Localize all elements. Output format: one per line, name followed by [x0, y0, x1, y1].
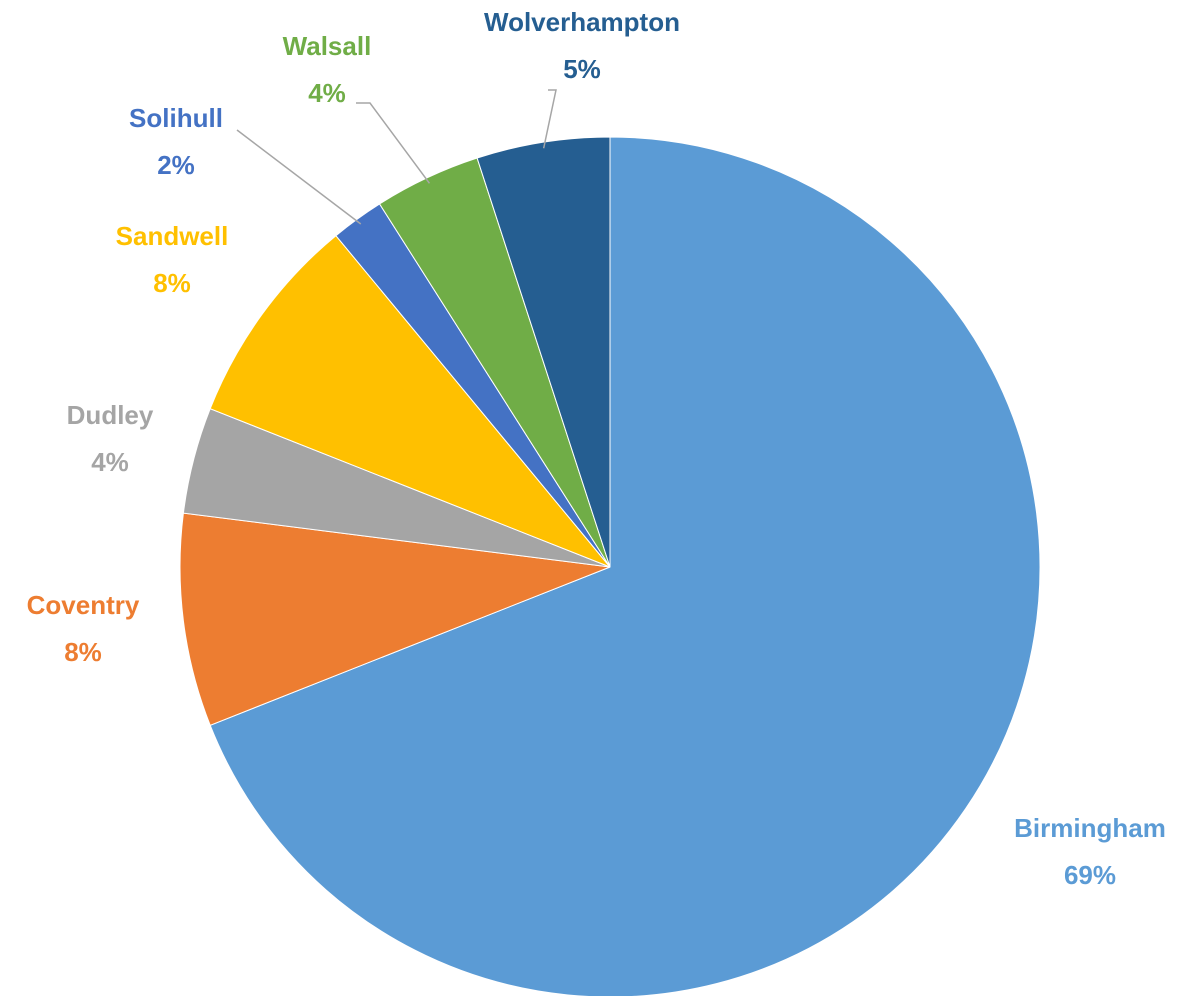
slice-label-value: 69%: [1064, 860, 1116, 890]
slice-label-value: 8%: [153, 268, 191, 298]
pie-slice: [209, 234, 611, 568]
pie-slice: [179, 512, 611, 726]
leader-line: [236, 129, 362, 225]
slice-label-name: Sandwell: [116, 221, 229, 251]
slice-label-name: Solihull: [129, 103, 223, 133]
slice-label-name: Dudley: [67, 400, 154, 430]
slice-label-name: Birmingham: [1014, 813, 1166, 843]
slice-label-value: 8%: [64, 637, 102, 667]
slice-label-name: Walsall: [283, 31, 372, 61]
pie-slice: [476, 136, 611, 568]
slice-label-value: 5%: [563, 54, 601, 84]
slice-label-name: Wolverhampton: [484, 7, 680, 37]
leader-line: [542, 89, 557, 149]
slice-label-value: 4%: [91, 447, 129, 477]
slice-label-value: 2%: [157, 150, 195, 180]
slice-label-value: 4%: [308, 78, 346, 108]
pie-slice: [209, 136, 1041, 996]
leader-line: [356, 102, 431, 184]
slice-label-name: Coventry: [27, 590, 140, 620]
